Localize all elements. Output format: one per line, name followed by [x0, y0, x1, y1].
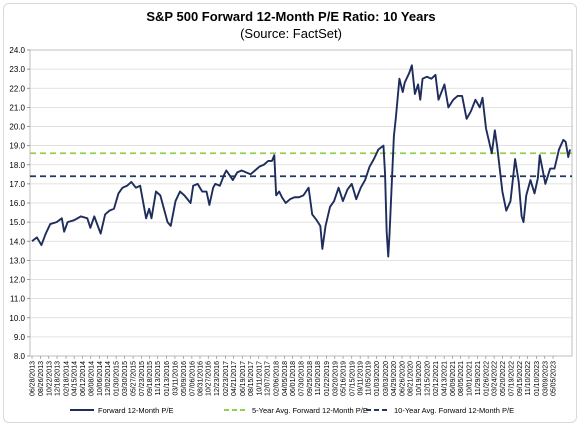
x-tick-label: 09/15/2022 — [517, 361, 524, 396]
chart-frame — [3, 3, 577, 423]
x-tick-label: 04/29/2020 — [391, 361, 398, 396]
x-tick-label: 08/31/2016 — [197, 361, 204, 396]
x-tick-label: 06/01/2018 — [290, 361, 297, 396]
y-tick-label: 14.0 — [9, 237, 25, 246]
x-tick-label: 06/09/2021 — [450, 361, 457, 396]
y-tick-label: 19.0 — [9, 142, 25, 151]
x-tick-label: 08/26/2013 — [38, 361, 45, 396]
x-tick-label: 06/19/2017 — [240, 361, 247, 396]
legend-ten-year-average: 10-Year Avg. Forward 12-Month P/E — [366, 406, 514, 415]
x-tick-label: 10/22/2013 — [46, 361, 53, 396]
x-tick-label: 06/26/2020 — [400, 361, 407, 396]
legend-five-year-average-label: 5-Year Avg. Forward 12-Month P/E — [252, 406, 368, 415]
legend-forward-pe-label: Forward 12-Month P/E — [98, 406, 173, 415]
x-tick-label: 01/03/2020 — [374, 361, 381, 396]
x-tick-label: 06/28/2013 — [30, 361, 37, 396]
x-tick-label: 03/30/2015 — [122, 361, 129, 396]
x-tick-label: 04/15/2014 — [72, 361, 79, 396]
x-tick-label: 10/19/2020 — [416, 361, 423, 396]
x-tick-label: 12/23/2016 — [214, 361, 221, 396]
x-tick-label: 05/16/2019 — [341, 361, 348, 396]
x-tick-label: 01/13/2016 — [164, 361, 171, 396]
x-tick-label: 01/26/2022 — [483, 361, 490, 396]
x-tick-label: 05/09/2016 — [181, 361, 188, 396]
x-tick-label: 09/25/2018 — [307, 361, 314, 396]
x-tick-label: 02/18/2014 — [64, 361, 71, 396]
x-tick-label: 02/12/2021 — [433, 361, 440, 396]
x-tick-label: 03/11/2016 — [172, 361, 179, 396]
x-tick-label: 10/01/2021 — [466, 361, 473, 396]
chart-legend: Forward 12-Month P/E 5-Year Avg. Forward … — [70, 406, 514, 415]
x-tick-label: 05/05/2023 — [551, 361, 558, 396]
y-tick-label: 16.0 — [9, 199, 25, 208]
x-tick-label: 09/18/2015 — [147, 361, 154, 396]
x-tick-label: 03/24/2022 — [492, 361, 499, 396]
x-tick-label: 07/06/2016 — [189, 361, 196, 396]
x-tick-label: 08/05/2021 — [458, 361, 465, 396]
x-tick-label: 07/19/2022 — [509, 361, 516, 396]
y-tick-label: 24.0 — [9, 46, 25, 55]
x-tick-label: 09/11/2019 — [358, 361, 365, 396]
x-tick-label: 11/20/2018 — [315, 361, 322, 396]
y-tick-label: 12.0 — [9, 276, 25, 285]
x-tick-label: 10/06/2014 — [97, 361, 104, 396]
x-tick-label: 12/07/2017 — [265, 361, 272, 396]
x-tick-label: 08/08/2014 — [88, 361, 95, 396]
plot-grid — [30, 49, 572, 357]
x-axis: 06/28/2013 08/26/2013 10/22/2013 12/18/2013… — [30, 356, 558, 396]
x-tick-label: 03/09/2023 — [542, 361, 549, 396]
series-lines — [31, 64, 571, 258]
x-tick-label: 01/30/2015 — [114, 361, 121, 396]
x-tick-label: 08/15/2017 — [248, 361, 255, 396]
y-tick-label: 13.0 — [9, 256, 25, 265]
y-tick-label: 8.0 — [14, 352, 26, 361]
x-tick-label: 12/18/2013 — [55, 361, 62, 396]
x-tick-label: 07/30/2018 — [299, 361, 306, 396]
y-tick-label: 11.0 — [10, 295, 26, 304]
y-tick-label: 21.0 — [9, 103, 25, 112]
y-tick-label: 18.0 — [9, 161, 25, 170]
legend-forward-pe: Forward 12-Month P/E — [70, 406, 173, 415]
forward-pe-series-line — [31, 64, 571, 258]
y-axis: 8.0 9.0 10.0 11.0 12.0 13.0 14.0 15.0 16.0 17.0 18… — [9, 46, 30, 361]
x-tick-label: 08/21/2020 — [408, 361, 415, 396]
x-tick-label: 04/13/2021 — [442, 361, 449, 396]
y-tick-label: 15.0 — [9, 218, 25, 227]
x-tick-label: 01/22/2019 — [324, 361, 331, 396]
x-tick-label: 04/21/2017 — [231, 361, 238, 396]
x-tick-label: 10/11/2017 — [256, 361, 263, 396]
x-tick-label: 06/12/2014 — [80, 361, 87, 396]
x-tick-label: 01/10/2023 — [534, 361, 541, 396]
x-tick-label: 03/03/2020 — [383, 361, 390, 396]
x-tick-label: 11/10/2022 — [525, 361, 532, 396]
x-tick-label: 10/27/2016 — [206, 361, 213, 396]
y-tick-label: 23.0 — [9, 65, 25, 74]
x-tick-label: 03/20/2019 — [332, 361, 339, 396]
chart-subtitle: (Source: FactSet) — [240, 26, 342, 41]
legend-five-year-average: 5-Year Avg. Forward 12-Month P/E — [224, 406, 368, 415]
x-tick-label: 07/23/2015 — [139, 361, 146, 396]
y-tick-label: 20.0 — [9, 123, 25, 132]
legend-ten-year-average-label: 10-Year Avg. Forward 12-Month P/E — [394, 406, 514, 415]
y-tick-label: 17.0 — [9, 180, 25, 189]
x-tick-label: 12/02/2014 — [105, 361, 112, 396]
x-tick-label: 11/13/2015 — [155, 361, 162, 396]
x-tick-label: 05/27/2015 — [131, 361, 138, 396]
y-tick-label: 22.0 — [9, 84, 25, 93]
y-tick-label: 10.0 — [9, 314, 25, 323]
x-tick-label: 11/05/2019 — [366, 361, 373, 396]
x-tick-label: 02/23/2017 — [223, 361, 230, 396]
x-tick-label: 07/15/2019 — [349, 361, 356, 396]
y-tick-label: 9.0 — [14, 333, 26, 342]
x-tick-label: 02/06/2018 — [273, 361, 280, 396]
chart-title: S&P 500 Forward 12-Month P/E Ratio: 10 Y… — [146, 9, 436, 24]
x-tick-label: 12/15/2020 — [424, 361, 431, 396]
x-tick-label: 04/05/2018 — [282, 361, 289, 396]
x-tick-label: 11/29/2021 — [475, 361, 482, 396]
reference-lines — [30, 152, 572, 178]
x-tick-label: 05/20/2022 — [500, 361, 507, 396]
